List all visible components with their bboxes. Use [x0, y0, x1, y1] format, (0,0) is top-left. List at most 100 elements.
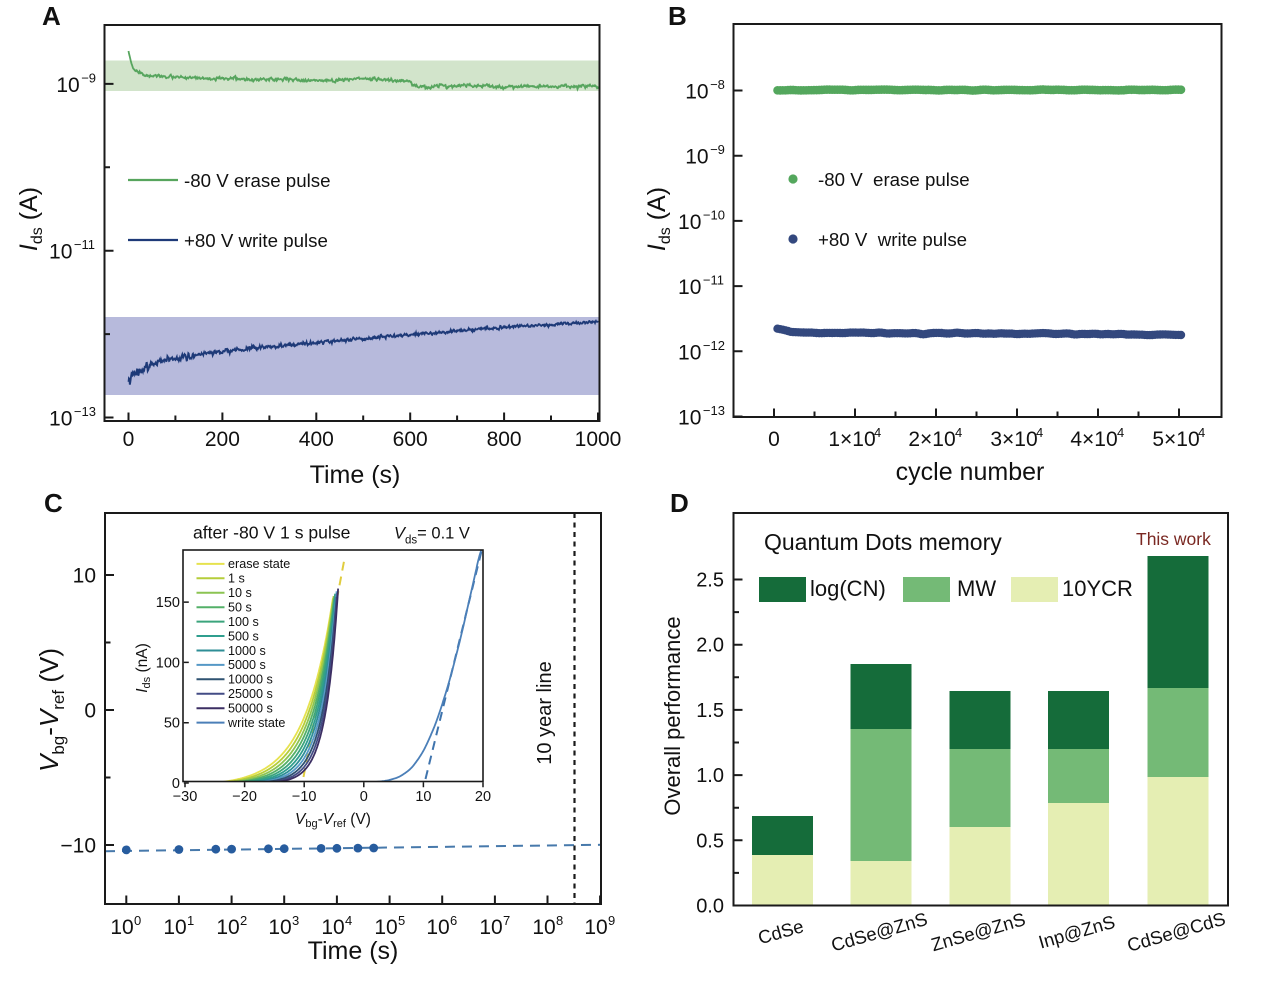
svg-text:Vds= 0.1 V: Vds= 0.1 V [394, 525, 470, 547]
svg-text:D: D [670, 488, 689, 518]
svg-text:10: 10 [685, 81, 708, 104]
svg-text:0: 0 [172, 776, 180, 792]
svg-text:9: 9 [608, 913, 615, 928]
svg-text:10: 10 [532, 916, 555, 939]
svg-text:7: 7 [503, 913, 510, 928]
svg-text:1: 1 [187, 913, 194, 928]
svg-text:after -80 V 1 s pulse: after -80 V 1 s pulse [193, 523, 350, 543]
svg-text:200: 200 [205, 428, 240, 451]
svg-text:10 s: 10 s [228, 586, 252, 600]
svg-text:write state: write state [227, 716, 285, 730]
svg-text:400: 400 [299, 428, 334, 451]
svg-text:10: 10 [685, 146, 708, 169]
svg-text:4: 4 [345, 913, 352, 928]
svg-text:10: 10 [678, 407, 701, 430]
svg-text:4: 4 [1117, 425, 1124, 440]
svg-text:−12: −12 [703, 338, 725, 353]
svg-text:1.5: 1.5 [696, 700, 724, 722]
svg-text:100 s: 100 s [228, 615, 259, 629]
svg-text:−10: −10 [703, 207, 725, 222]
svg-text:erase state: erase state [228, 557, 290, 571]
svg-text:−9: −9 [710, 142, 725, 157]
svg-text:10: 10 [49, 408, 72, 431]
svg-text:10YCR: 10YCR [1062, 576, 1133, 601]
svg-text:10: 10 [216, 916, 239, 939]
svg-text:100: 100 [156, 655, 180, 671]
svg-text:-80 V erase pulse: -80 V erase pulse [818, 169, 970, 190]
svg-text:1.0: 1.0 [696, 765, 724, 787]
svg-text:10: 10 [678, 211, 701, 234]
svg-text:0: 0 [768, 428, 780, 451]
svg-text:800: 800 [487, 428, 522, 451]
svg-text:Time (s): Time (s) [308, 937, 399, 965]
svg-text:2×10: 2×10 [908, 428, 955, 451]
svg-text:−13: −13 [703, 403, 725, 418]
svg-text:4: 4 [874, 425, 881, 440]
svg-text:0.5: 0.5 [696, 830, 724, 852]
svg-text:−9: −9 [81, 70, 96, 85]
svg-text:4: 4 [1198, 425, 1205, 440]
svg-text:4×10: 4×10 [1070, 428, 1117, 451]
svg-text:−10: −10 [292, 789, 317, 805]
svg-text:−30: −30 [173, 789, 198, 805]
svg-text:10: 10 [415, 789, 431, 805]
svg-text:B: B [668, 1, 687, 31]
svg-text:2.5: 2.5 [696, 570, 724, 592]
svg-text:−20: −20 [232, 789, 257, 805]
svg-text:2.0: 2.0 [696, 635, 724, 657]
svg-text:Ids (A): Ids (A) [15, 187, 46, 251]
svg-text:Time (s): Time (s) [310, 461, 401, 489]
svg-text:0: 0 [84, 700, 96, 723]
svg-text:−11: −11 [74, 237, 95, 252]
svg-text:Quantum Dots memory: Quantum Dots memory [764, 529, 1002, 555]
svg-text:1×10: 1×10 [828, 428, 875, 451]
svg-text:C: C [44, 488, 63, 518]
svg-text:5×10: 5×10 [1152, 428, 1199, 451]
svg-text:20: 20 [475, 789, 491, 805]
svg-text:10: 10 [321, 916, 344, 939]
svg-text:10: 10 [678, 276, 701, 299]
svg-text:5: 5 [398, 913, 405, 928]
svg-text:5000 s: 5000 s [228, 658, 266, 672]
svg-text:MW: MW [957, 576, 996, 601]
svg-text:cycle number: cycle number [896, 458, 1045, 486]
svg-text:10: 10 [49, 241, 72, 264]
svg-text:Ids (A): Ids (A) [643, 187, 674, 251]
svg-text:1000 s: 1000 s [228, 644, 266, 658]
svg-text:-80 V erase pulse: -80 V erase pulse [184, 170, 330, 191]
svg-text:500 s: 500 s [228, 629, 259, 643]
svg-text:600: 600 [393, 428, 428, 451]
svg-text:10000 s: 10000 s [228, 673, 273, 687]
svg-text:10: 10 [163, 916, 186, 939]
svg-text:Vbg-Vref (V): Vbg-Vref (V) [295, 811, 371, 830]
svg-text:+80 V write pulse: +80 V write pulse [184, 230, 328, 251]
svg-text:3: 3 [292, 913, 299, 928]
svg-text:150: 150 [156, 595, 180, 611]
svg-text:+80 V write pulse: +80 V write pulse [818, 229, 967, 250]
svg-text:10: 10 [678, 341, 701, 364]
svg-text:10: 10 [479, 916, 502, 939]
svg-text:50: 50 [164, 716, 180, 732]
svg-text:2: 2 [240, 913, 247, 928]
svg-text:Overall performance: Overall performance [660, 616, 685, 815]
svg-text:50 s: 50 s [228, 601, 252, 615]
svg-text:A: A [42, 1, 61, 31]
svg-text:10: 10 [110, 916, 133, 939]
svg-text:4: 4 [955, 425, 962, 440]
svg-text:0: 0 [360, 789, 368, 805]
svg-text:1 s: 1 s [228, 572, 245, 586]
svg-text:0.0: 0.0 [696, 896, 724, 918]
svg-text:10: 10 [426, 916, 449, 939]
svg-text:0: 0 [123, 428, 135, 451]
svg-text:1000: 1000 [575, 428, 622, 451]
svg-text:4: 4 [1036, 425, 1043, 440]
svg-text:10: 10 [56, 74, 79, 97]
svg-text:0: 0 [134, 913, 141, 928]
svg-text:−11: −11 [703, 273, 724, 288]
svg-text:log(CN): log(CN) [810, 576, 886, 601]
svg-text:10: 10 [374, 916, 397, 939]
svg-text:3×10: 3×10 [990, 428, 1037, 451]
svg-text:−13: −13 [74, 404, 96, 419]
svg-text:10 year line: 10 year line [534, 661, 556, 764]
svg-text:This work: This work [1136, 529, 1211, 549]
